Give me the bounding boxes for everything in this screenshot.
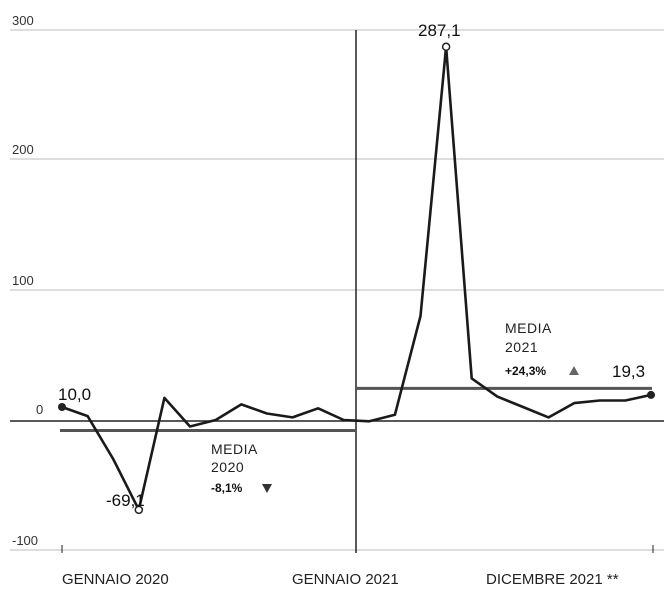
data-point <box>134 505 144 515</box>
average-2020-change: -8,1% <box>211 481 243 495</box>
up-triangle-icon <box>569 366 579 375</box>
data-label-max: 287,1 <box>418 21 461 40</box>
average-2020-label: MEDIA <box>211 441 258 457</box>
y-tick-label: 100 <box>12 273 34 288</box>
data-label-min: -69,1 <box>106 491 145 510</box>
data-label-first: 10,0 <box>58 385 91 404</box>
down-triangle-icon <box>262 484 272 493</box>
data-label-last: 19,3 <box>612 362 645 381</box>
series-line <box>61 45 652 512</box>
average-2021-label: MEDIA <box>505 320 552 336</box>
data-point <box>441 42 451 52</box>
average-2021-year: 2021 <box>505 339 538 355</box>
data-point <box>58 403 66 411</box>
average-2020-year: 2020 <box>211 459 244 475</box>
y-tick-label: 200 <box>12 142 34 157</box>
x-tick-label: DICEMBRE 2021 ** <box>486 571 619 588</box>
y-tick-label: -100 <box>12 533 38 548</box>
x-tick-label: GENNAIO 2021 <box>292 571 399 588</box>
x-tick-label: GENNAIO 2020 <box>62 571 169 588</box>
data-point <box>647 390 655 399</box>
y-tick-label: 0 <box>36 402 43 417</box>
y-tick-label: 300 <box>12 13 34 28</box>
average-2021-change: +24,3% <box>505 364 546 378</box>
gridlines <box>10 29 664 551</box>
